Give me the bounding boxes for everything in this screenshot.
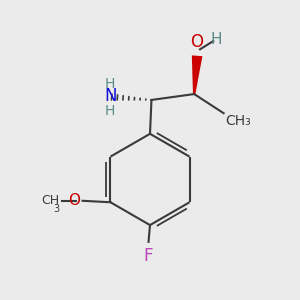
Text: CH: CH	[41, 194, 59, 207]
Text: F: F	[144, 247, 153, 265]
Text: H: H	[211, 32, 222, 47]
Text: methoxy: methoxy	[56, 200, 62, 201]
Text: methoxy: methoxy	[57, 200, 64, 201]
Text: 3: 3	[53, 204, 59, 214]
Text: O: O	[190, 33, 203, 51]
Polygon shape	[192, 56, 203, 94]
Text: O: O	[68, 193, 80, 208]
Text: methoxy: methoxy	[53, 200, 59, 201]
Text: H: H	[105, 104, 116, 118]
Text: N: N	[104, 87, 116, 105]
Text: CH₃: CH₃	[225, 114, 251, 128]
Text: H: H	[105, 76, 116, 91]
